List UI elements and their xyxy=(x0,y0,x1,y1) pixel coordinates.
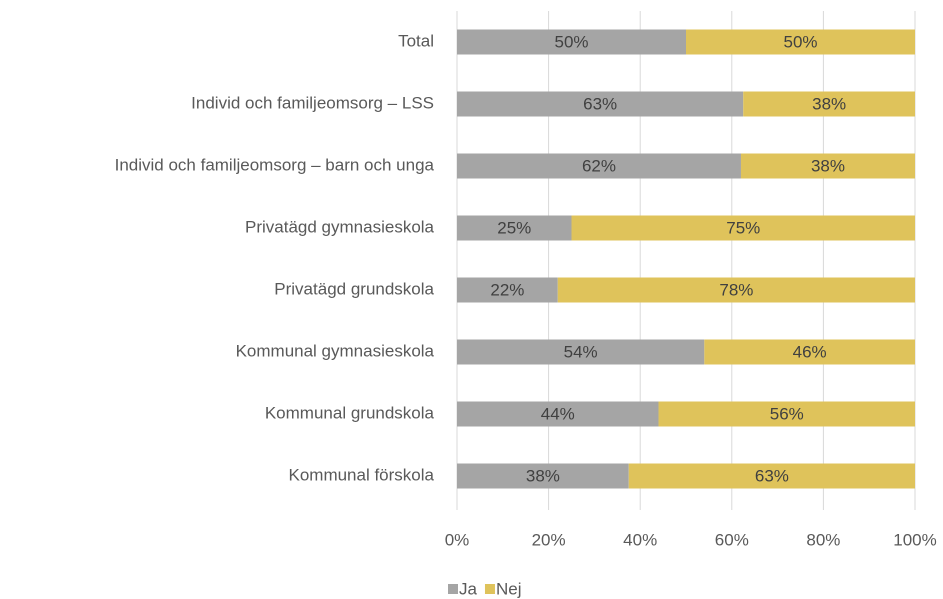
y-tick-label: Kommunal gymnasieskola xyxy=(236,341,435,360)
data-label: 63% xyxy=(583,94,617,113)
x-tick-label: 100% xyxy=(893,530,936,549)
bar-segment xyxy=(743,91,915,117)
y-tick-label: Privatägd grundskola xyxy=(274,279,434,298)
y-tick-label: Individ och familjeomsorg – barn och ung… xyxy=(115,155,435,174)
data-label: 22% xyxy=(490,280,524,299)
x-tick-label: 60% xyxy=(715,530,749,549)
legend-swatch xyxy=(448,584,458,594)
legend-label: Nej xyxy=(496,579,522,598)
data-label: 38% xyxy=(526,466,560,485)
bar-segment xyxy=(457,215,572,241)
data-label: 50% xyxy=(783,32,817,51)
bar-segment xyxy=(704,339,915,365)
data-label: 56% xyxy=(770,404,804,423)
x-tick-label: 80% xyxy=(806,530,840,549)
data-label: 38% xyxy=(812,94,846,113)
data-label: 62% xyxy=(582,156,616,175)
y-tick-label: Individ och familjeomsorg – LSS xyxy=(191,93,434,112)
y-tick-label: Kommunal grundskola xyxy=(265,403,435,422)
bar-segment xyxy=(457,153,741,179)
data-label: 44% xyxy=(541,404,575,423)
bar-segment xyxy=(658,401,915,427)
legend-label: Ja xyxy=(459,579,478,598)
data-label: 78% xyxy=(719,280,753,299)
x-tick-label: 40% xyxy=(623,530,657,549)
data-label: 38% xyxy=(811,156,845,175)
bar-segment xyxy=(457,29,686,55)
y-tick-label: Kommunal förskola xyxy=(288,465,434,484)
data-label: 25% xyxy=(497,218,531,237)
x-tick-label: 20% xyxy=(532,530,566,549)
data-label: 63% xyxy=(755,466,789,485)
bar-segment xyxy=(457,277,558,303)
y-tick-label: Privatägd gymnasieskola xyxy=(245,217,435,236)
bar-segment xyxy=(740,153,915,179)
bar-segment xyxy=(457,339,705,365)
x-tick-label: 0% xyxy=(445,530,470,549)
bar-segment xyxy=(457,463,629,489)
bar-segment xyxy=(457,91,744,117)
data-label: 50% xyxy=(554,32,588,51)
bar-segment xyxy=(457,401,659,427)
bar-segment xyxy=(571,215,915,241)
data-label: 75% xyxy=(726,218,760,237)
data-label: 54% xyxy=(564,342,598,361)
y-tick-label: Total xyxy=(398,31,434,50)
bar-segment xyxy=(628,463,915,489)
data-label: 46% xyxy=(793,342,827,361)
legend-swatch xyxy=(484,584,495,594)
bar-segment xyxy=(686,29,915,55)
bar-segment xyxy=(557,277,915,303)
